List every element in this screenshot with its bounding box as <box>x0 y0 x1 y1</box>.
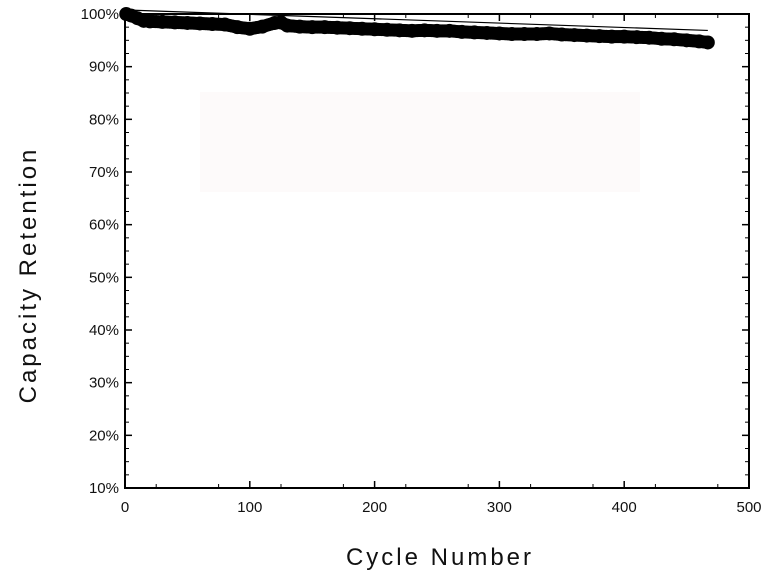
data-point <box>292 19 307 34</box>
data-point <box>467 25 482 40</box>
x-tick-label: 400 <box>612 499 637 516</box>
y-tick-label: 20% <box>89 427 119 444</box>
data-point <box>305 20 320 35</box>
data-point <box>167 15 182 30</box>
y-tick-label: 100% <box>81 6 119 23</box>
data-point <box>517 27 532 42</box>
data-point <box>567 28 582 43</box>
y-tick-label: 90% <box>89 59 119 76</box>
data-point <box>380 22 395 37</box>
plot-frame <box>124 13 750 489</box>
data-point <box>504 27 519 42</box>
data-point <box>192 16 207 31</box>
data-point <box>355 21 370 36</box>
y-tick-label: 80% <box>89 111 119 128</box>
data-point <box>280 18 295 33</box>
data-point <box>617 29 632 44</box>
data-point <box>454 24 469 39</box>
y-tick-label: 50% <box>89 269 119 286</box>
y-tick-label: 40% <box>89 322 119 339</box>
data-point <box>317 20 332 35</box>
x-axis-title: Cycle Number <box>346 544 534 571</box>
x-tick-label: 200 <box>362 499 387 516</box>
data-point <box>430 23 444 38</box>
data-point <box>700 35 715 50</box>
y-tick-label: 70% <box>89 164 119 181</box>
data-point <box>529 27 544 42</box>
data-point <box>230 20 245 35</box>
data-point <box>442 23 457 38</box>
data-point <box>180 15 195 30</box>
data-point <box>217 17 232 32</box>
data-point <box>392 23 407 38</box>
data-point <box>142 14 157 29</box>
x-tick-label: 0 <box>121 499 129 516</box>
data-point <box>629 30 644 45</box>
data-point <box>330 20 345 35</box>
data-point <box>342 21 357 36</box>
data-point <box>255 19 270 34</box>
data-point <box>492 26 507 41</box>
x-tick-label: 100 <box>237 499 262 516</box>
y-tick-label: 30% <box>89 375 119 392</box>
data-point <box>604 29 619 44</box>
x-tick-label: 300 <box>487 499 512 516</box>
data-point <box>642 30 657 45</box>
y-tick-label: 10% <box>89 480 119 497</box>
data-point <box>417 23 432 38</box>
series-layer <box>119 7 715 50</box>
data-point <box>679 33 694 48</box>
data-point <box>155 14 170 29</box>
y-tick-label: 60% <box>89 217 119 234</box>
x-tick-label: 500 <box>736 499 761 516</box>
y-axis-title: Capacity Retention <box>15 147 42 404</box>
data-point <box>542 26 557 41</box>
data-point <box>579 28 594 43</box>
data-point <box>367 22 382 37</box>
data-point <box>242 21 257 36</box>
data-point <box>205 17 220 32</box>
data-point <box>654 31 669 46</box>
data-point <box>667 32 682 47</box>
data-point <box>592 29 607 44</box>
data-point <box>405 23 420 38</box>
data-point <box>479 25 494 40</box>
faint-inset-region <box>200 92 640 192</box>
data-point <box>554 27 569 42</box>
